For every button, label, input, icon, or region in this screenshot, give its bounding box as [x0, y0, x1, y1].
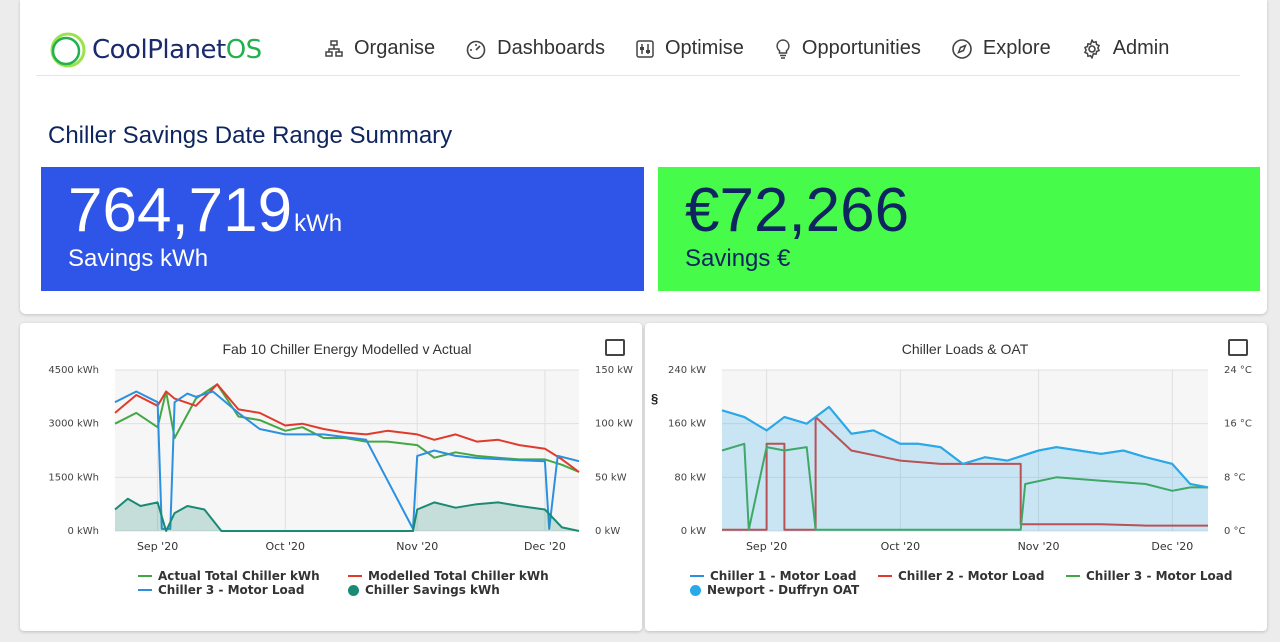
series-line — [722, 416, 1208, 531]
y-tick-label-right: 100 kW — [595, 419, 633, 430]
expand-icon[interactable] — [1228, 339, 1248, 356]
y-tick-label-left: 4500 kWh — [48, 365, 99, 376]
legend-item[interactable]: Modelled Total Chiller kWh — [348, 569, 549, 583]
y-tick-label-left: 0 kWh — [67, 526, 99, 537]
y-tick-label-right: 50 kW — [595, 472, 627, 483]
x-tick-label: Oct '20 — [266, 540, 306, 553]
legend-item[interactable]: Newport - Duffryn OAT — [690, 583, 859, 597]
y-tick-label-left: 3000 kWh — [48, 419, 99, 430]
y-tick-label-left: 0 kW — [681, 526, 706, 537]
legend-swatch — [690, 584, 701, 596]
nav-label: Admin — [1112, 37, 1170, 59]
legend-label: Chiller 2 - Motor Load — [898, 569, 1045, 583]
brand-name: CoolPlanetOS — [92, 35, 262, 65]
legend-swatch — [348, 584, 359, 596]
y-tick-label-left: 1500 kWh — [48, 472, 99, 483]
y-tick-label-right: 8 °C — [1224, 472, 1246, 483]
gauge-icon — [466, 40, 486, 59]
legend-swatch — [138, 575, 152, 577]
legend-label: Modelled Total Chiller kWh — [368, 569, 549, 583]
nav-organise[interactable]: Organise — [324, 37, 435, 60]
series-line — [721, 442, 1208, 531]
legend-label: Chiller 3 - Motor Load — [1086, 569, 1233, 583]
gear-icon — [1083, 38, 1100, 59]
legend-item[interactable]: Chiller 2 - Motor Load — [878, 569, 1044, 583]
nav-label: Explore — [982, 37, 1051, 59]
legend-swatch — [1066, 575, 1080, 577]
legend-item[interactable]: Actual Total Chiller kWh — [138, 569, 320, 583]
nav-admin[interactable]: Admin — [1081, 37, 1170, 60]
sliders-icon — [636, 39, 654, 58]
chart-panel-energy: Fab 10 Chiller Energy Modelled v Actual 0… — [20, 323, 642, 631]
legend-swatch — [690, 575, 704, 577]
chart-panel-loads: Chiller Loads & OAT 0 kW 80 kW 160 kW 240 kW… — [645, 323, 1267, 631]
summary-title: Chiller Savings Date Range Summary — [48, 122, 453, 149]
chart-title: Fab 10 Chiller Energy Modelled v Actual — [222, 341, 471, 357]
x-tick-label: Nov '20 — [396, 540, 438, 553]
kwh-savings-value: 764,719kWh — [68, 176, 343, 245]
nav-label: Opportunities — [801, 37, 921, 59]
legend-swatch — [878, 575, 892, 577]
legend-label: Chiller 3 - Motor Load — [158, 583, 305, 597]
sitemap-icon — [325, 39, 343, 57]
y-tick-label-right: 16 °C — [1224, 419, 1252, 430]
series-line — [114, 497, 580, 532]
nav-opportunities[interactable]: Opportunities — [774, 37, 921, 60]
energy-chart: Fab 10 Chiller Energy Modelled v Actual 0… — [48, 341, 633, 553]
series-line — [114, 390, 580, 530]
series-line — [114, 383, 580, 473]
loads-chart: Chiller Loads & OAT 0 kW 80 kW 160 kW 240 kW… — [668, 341, 1252, 553]
series-area — [722, 406, 1208, 531]
x-tick-label: Sep '20 — [137, 540, 178, 553]
logo-ring-icon — [50, 32, 86, 68]
legend-item[interactable]: Chiller 3 - Motor Load — [138, 583, 304, 597]
y-tick-label-right: 0 kW — [595, 526, 620, 537]
x-tick-label: Dec '20 — [1151, 540, 1193, 553]
lightbulb-icon — [776, 38, 790, 59]
logo[interactable]: CoolPlanetOS — [48, 30, 262, 70]
compass-icon — [952, 38, 972, 59]
x-tick-label: Dec '20 — [524, 540, 566, 553]
series-line — [721, 405, 1209, 489]
nav-label: Organise — [354, 37, 436, 59]
eur-savings-value: €72,266 — [685, 176, 910, 245]
nav-label: Optimise — [665, 37, 744, 59]
y-tick-label-left: 240 kW — [668, 365, 706, 376]
eur-savings-label: Savings € — [685, 245, 791, 272]
chart-title: Chiller Loads & OAT — [902, 341, 1029, 357]
y-tick-label-left: 80 kW — [674, 472, 706, 483]
y-tick-label-left: 160 kW — [668, 419, 706, 430]
nav-optimise[interactable]: Optimise — [635, 37, 744, 60]
nav-explore[interactable]: Explore — [951, 37, 1051, 60]
y-tick-label-right: 0 °C — [1224, 526, 1246, 537]
kwh-savings-label: Savings kWh — [68, 245, 209, 272]
x-tick-label: Oct '20 — [881, 540, 921, 553]
nav-label: Dashboards — [497, 37, 605, 59]
expand-icon[interactable] — [605, 339, 625, 356]
y-tick-label-right: 24 °C — [1224, 365, 1252, 376]
x-tick-label: Sep '20 — [746, 540, 787, 553]
eur-savings-card: €72,266 Savings € — [658, 167, 1260, 291]
main-nav: Organise Dashboards Optimise Opportuniti… — [324, 37, 1199, 60]
legend-label: Newport - Duffryn OAT — [707, 583, 860, 597]
legend-item[interactable]: Chiller 3 - Motor Load — [1066, 569, 1232, 583]
nav-divider — [36, 75, 1240, 76]
plot-area — [115, 370, 579, 531]
x-tick-label: Nov '20 — [1018, 540, 1060, 553]
legend-swatch — [348, 575, 362, 577]
section-mark: § — [651, 391, 659, 406]
nav-dashboards[interactable]: Dashboards — [465, 37, 605, 60]
kwh-savings-card: 764,719kWh Savings kWh — [41, 167, 644, 291]
legend-swatch — [138, 589, 152, 591]
kwh-unit: kWh — [294, 210, 343, 237]
legend-label: Chiller 1 - Motor Load — [710, 569, 857, 583]
y-tick-label-right: 150 kW — [595, 365, 633, 376]
legend-label: Actual Total Chiller kWh — [158, 569, 320, 583]
legend-item[interactable]: Chiller Savings kWh — [348, 583, 500, 597]
legend-label: Chiller Savings kWh — [365, 583, 500, 597]
legend-item[interactable]: Chiller 1 - Motor Load — [690, 569, 856, 583]
plot-area — [722, 370, 1208, 531]
